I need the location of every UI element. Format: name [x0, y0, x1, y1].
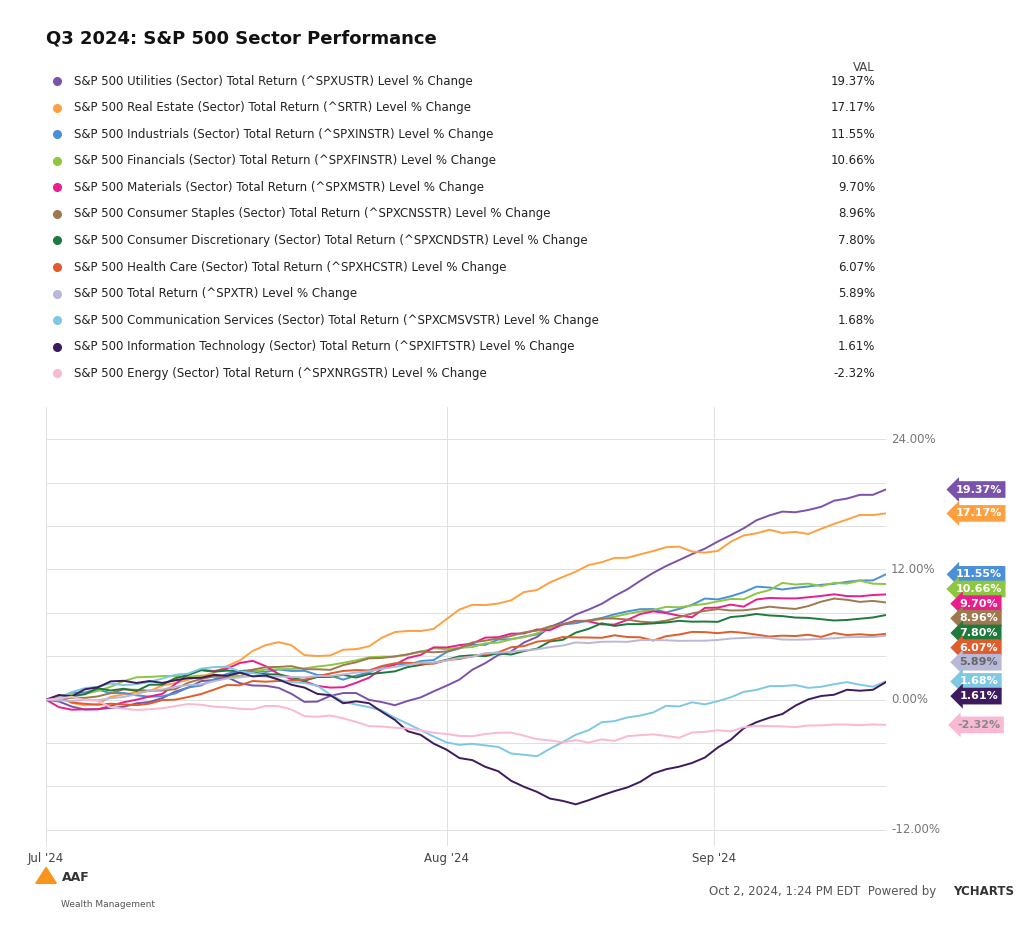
Text: S&P 500 Industrials (Sector) Total Return (^SPXINSTR) Level % Change: S&P 500 Industrials (Sector) Total Retur… [75, 128, 494, 141]
Text: S&P 500 Financials (Sector) Total Return (^SPXFINSTR) Level % Change: S&P 500 Financials (Sector) Total Return… [75, 154, 497, 167]
Text: S&P 500 Communication Services (Sector) Total Return (^SPXCMSVSTR) Level % Chang: S&P 500 Communication Services (Sector) … [75, 313, 599, 326]
Text: 19.37%: 19.37% [955, 484, 1002, 495]
Text: S&P 500 Real Estate (Sector) Total Return (^SRTR) Level % Change: S&P 500 Real Estate (Sector) Total Retur… [75, 101, 471, 114]
Text: 1.68%: 1.68% [838, 313, 876, 326]
Text: 11.55%: 11.55% [830, 128, 876, 141]
Text: 7.80%: 7.80% [959, 628, 998, 638]
Text: 12.00%: 12.00% [891, 563, 936, 576]
Text: S&P 500 Consumer Discretionary (Sector) Total Return (^SPXCNDSTR) Level % Change: S&P 500 Consumer Discretionary (Sector) … [75, 234, 588, 247]
Text: 9.70%: 9.70% [959, 598, 998, 609]
Polygon shape [36, 868, 56, 884]
Text: 6.07%: 6.07% [959, 642, 998, 653]
Text: S&P 500 Utilities (Sector) Total Return (^SPXUSTR) Level % Change: S&P 500 Utilities (Sector) Total Return … [75, 75, 473, 88]
Text: 24.00%: 24.00% [891, 433, 936, 446]
Text: 19.37%: 19.37% [830, 75, 876, 88]
Text: 9.70%: 9.70% [838, 181, 876, 194]
Text: 10.66%: 10.66% [955, 584, 1002, 594]
Text: 8.96%: 8.96% [959, 613, 998, 624]
Text: 1.68%: 1.68% [959, 676, 998, 686]
Text: 8.96%: 8.96% [838, 208, 876, 221]
Text: 7.80%: 7.80% [838, 234, 876, 247]
Text: 6.07%: 6.07% [838, 261, 876, 274]
Text: 1.61%: 1.61% [959, 691, 998, 701]
Text: Wealth Management: Wealth Management [61, 900, 156, 910]
Text: AAF: AAF [61, 871, 89, 885]
Text: 1.61%: 1.61% [838, 340, 876, 353]
Text: 0.00%: 0.00% [891, 693, 928, 706]
Text: 5.89%: 5.89% [838, 287, 876, 300]
Text: 11.55%: 11.55% [955, 569, 1002, 580]
Text: S&P 500 Energy (Sector) Total Return (^SPXNRGSTR) Level % Change: S&P 500 Energy (Sector) Total Return (^S… [75, 367, 487, 380]
Text: 5.89%: 5.89% [959, 657, 998, 668]
Text: -12.00%: -12.00% [891, 824, 940, 837]
Text: 17.17%: 17.17% [955, 509, 1002, 518]
Text: S&P 500 Health Care (Sector) Total Return (^SPXHCSTR) Level % Change: S&P 500 Health Care (Sector) Total Retur… [75, 261, 507, 274]
Text: -2.32%: -2.32% [834, 367, 876, 380]
Text: -2.32%: -2.32% [957, 720, 1000, 730]
Text: Q3 2024: S&P 500 Sector Performance: Q3 2024: S&P 500 Sector Performance [46, 30, 437, 48]
Text: VAL: VAL [853, 61, 876, 74]
Text: 10.66%: 10.66% [830, 154, 876, 167]
Text: S&P 500 Materials (Sector) Total Return (^SPXMSTR) Level % Change: S&P 500 Materials (Sector) Total Return … [75, 181, 484, 194]
Text: 17.17%: 17.17% [830, 101, 876, 114]
Text: S&P 500 Information Technology (Sector) Total Return (^SPXIFTSTR) Level % Change: S&P 500 Information Technology (Sector) … [75, 340, 574, 353]
Text: S&P 500 Total Return (^SPXTR) Level % Change: S&P 500 Total Return (^SPXTR) Level % Ch… [75, 287, 357, 300]
Text: Oct 2, 2024, 1:24 PM EDT  Powered by: Oct 2, 2024, 1:24 PM EDT Powered by [709, 885, 940, 898]
Text: S&P 500 Consumer Staples (Sector) Total Return (^SPXCNSSTR) Level % Change: S&P 500 Consumer Staples (Sector) Total … [75, 208, 551, 221]
Text: YCHARTS: YCHARTS [952, 885, 1014, 898]
